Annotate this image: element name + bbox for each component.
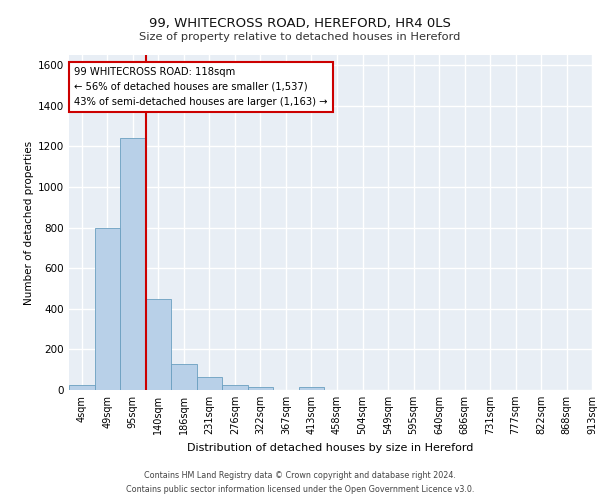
Y-axis label: Number of detached properties: Number of detached properties xyxy=(24,140,34,304)
Text: Contains HM Land Registry data © Crown copyright and database right 2024.
Contai: Contains HM Land Registry data © Crown c… xyxy=(126,472,474,494)
Bar xyxy=(222,385,248,390)
Bar xyxy=(248,387,273,390)
Bar xyxy=(146,298,171,390)
Bar xyxy=(299,387,324,390)
Bar xyxy=(197,377,222,390)
Bar xyxy=(95,228,120,390)
Bar xyxy=(69,385,95,390)
Text: 99, WHITECROSS ROAD, HEREFORD, HR4 0LS: 99, WHITECROSS ROAD, HEREFORD, HR4 0LS xyxy=(149,18,451,30)
Bar xyxy=(120,138,146,390)
Bar xyxy=(171,364,197,390)
Text: Size of property relative to detached houses in Hereford: Size of property relative to detached ho… xyxy=(139,32,461,42)
X-axis label: Distribution of detached houses by size in Hereford: Distribution of detached houses by size … xyxy=(187,442,474,452)
Text: 99 WHITECROSS ROAD: 118sqm
← 56% of detached houses are smaller (1,537)
43% of s: 99 WHITECROSS ROAD: 118sqm ← 56% of deta… xyxy=(74,67,328,107)
